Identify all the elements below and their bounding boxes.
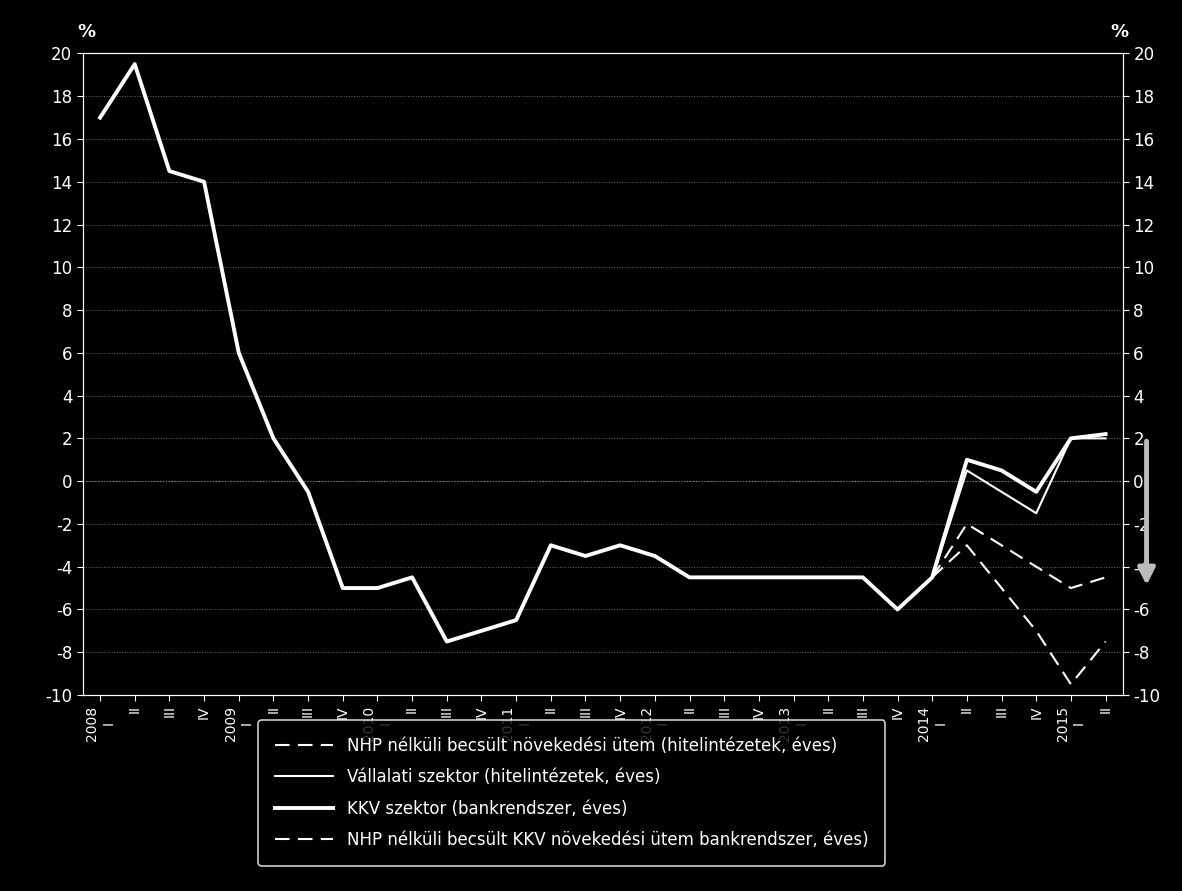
Text: %: % [78,22,96,41]
Text: %: % [1110,22,1128,41]
Legend: NHP nélküli becsült növekedési ütem (hitelintézetek, éves), Vállalati szektor (h: NHP nélküli becsült növekedési ütem (hit… [259,720,885,866]
